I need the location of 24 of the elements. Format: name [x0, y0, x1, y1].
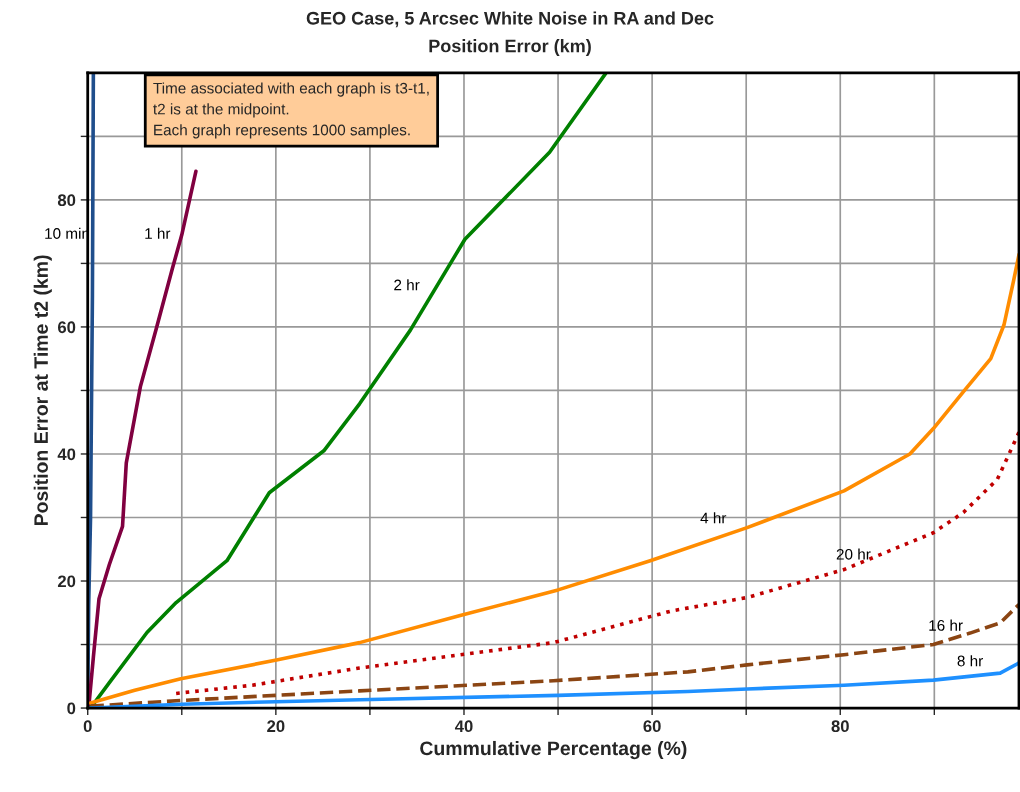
chart-subtitle: Position Error (km)	[429, 39, 591, 56]
y-tick-label: 40	[57, 448, 76, 461]
series-label: 16 hr	[929, 619, 963, 631]
series-label: 4 hr	[700, 512, 727, 524]
x-tick-label: 40	[454, 720, 473, 733]
annotation: Time associated with each graph is t3-t1, t2 is at the midpoint. Each graph represents 1000 samples.	[153, 82, 429, 139]
line-series	[88, 252, 1019, 705]
series-label: 8 hr	[957, 655, 983, 667]
x-tick-label: 60	[643, 720, 661, 733]
y-tick-label: 80	[57, 194, 76, 207]
y-tick-label: 60	[57, 321, 76, 334]
line-series	[174, 430, 1019, 696]
y-tick-label: 0	[67, 702, 76, 715]
x-tick-label: 80	[831, 720, 849, 733]
x-tick-label: 20	[267, 720, 285, 733]
series-label: 20 hr	[836, 548, 871, 560]
y-tick-label: 20	[57, 575, 76, 588]
x-axis-title: Cummulative Percentage (%)	[420, 740, 687, 760]
series-label: 2 hr	[394, 279, 420, 291]
line-series	[87, 169, 198, 709]
series-label: 1 hr	[145, 227, 171, 239]
chart-title: GEO Case, 5 Arcsec White Noise in RA and Dec	[306, 11, 714, 28]
x-tick-label: 0	[83, 720, 92, 733]
y-axis-title: Position Error at Time t2 (km)	[33, 255, 52, 526]
